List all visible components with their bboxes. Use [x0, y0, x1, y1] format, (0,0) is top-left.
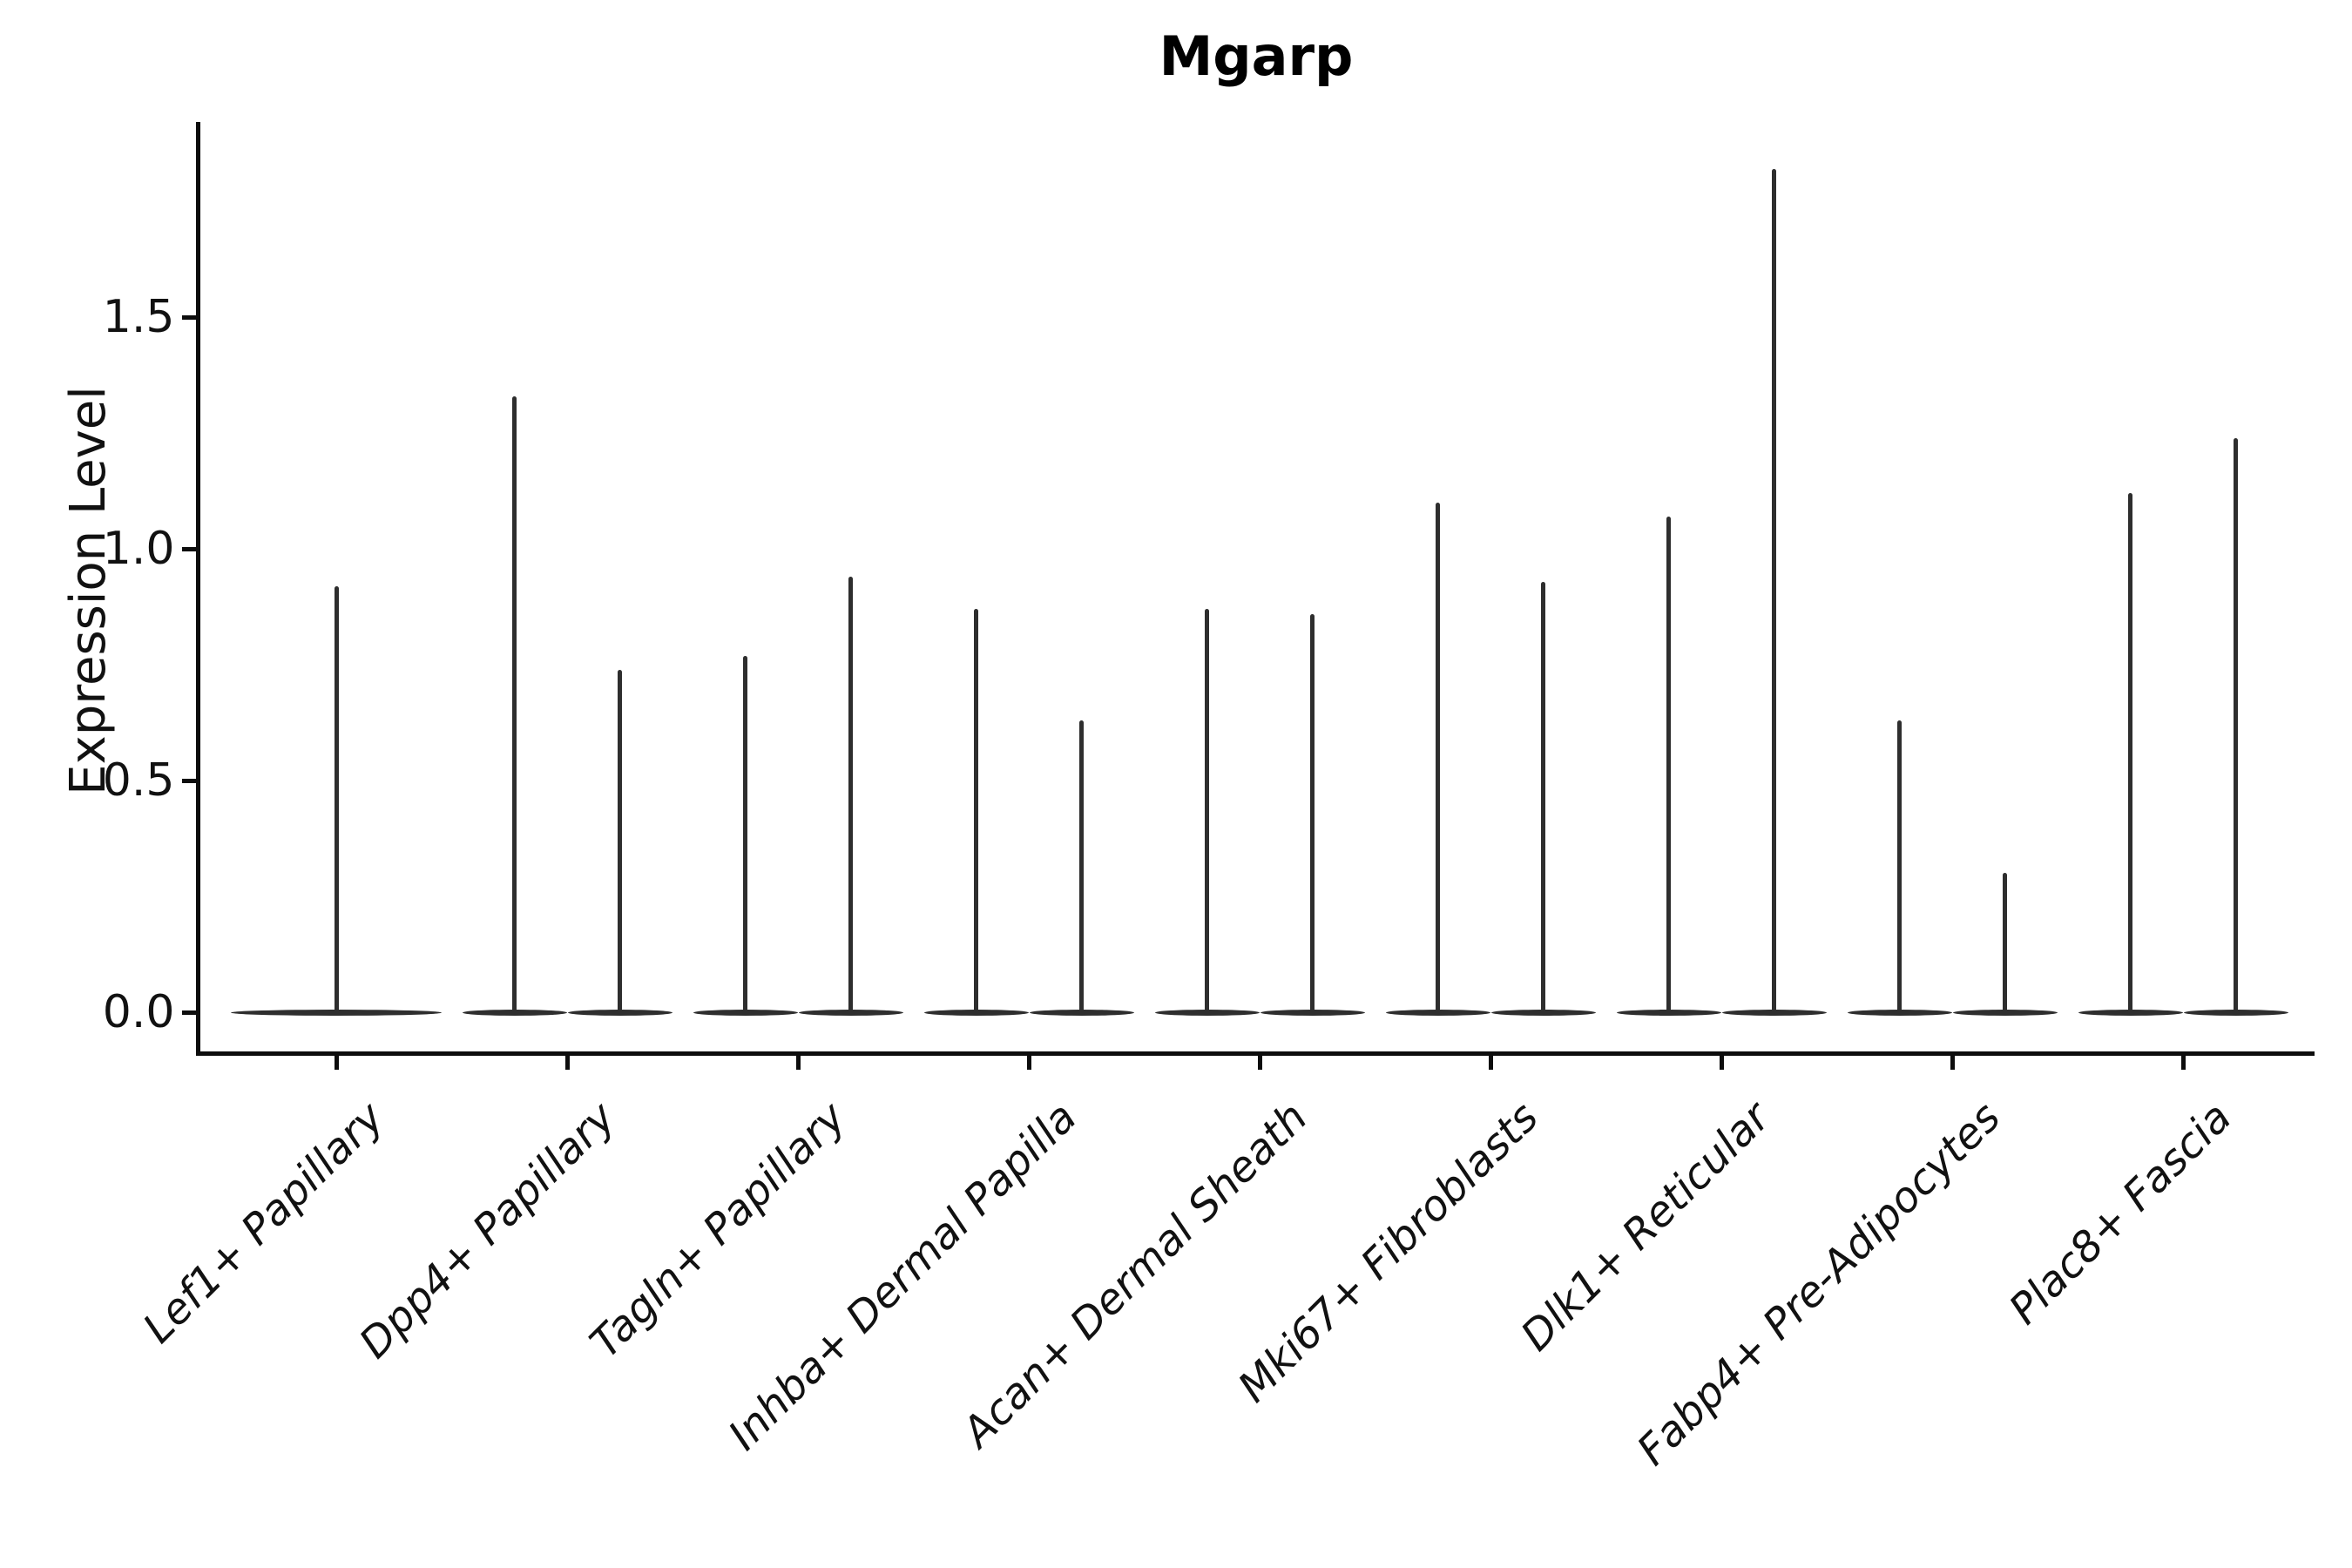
y-tick-label: 0.5 — [102, 754, 175, 808]
x-tick-label: Lef1+ Papillary — [134, 1092, 395, 1353]
violin-spike — [974, 609, 978, 1012]
y-tick-label: 1.5 — [102, 291, 175, 344]
violin-body — [693, 1009, 798, 1016]
x-tick-label: Plac8+ Fascia — [1999, 1092, 2241, 1335]
violin-body — [1154, 1009, 1260, 1016]
violin-spike — [1666, 517, 1671, 1012]
violin-body — [798, 1009, 903, 1016]
x-tick-mark — [1719, 1056, 1724, 1070]
violin-spike — [1310, 613, 1315, 1012]
violin-body — [1385, 1009, 1490, 1016]
violin-body — [1847, 1009, 1952, 1016]
x-tick-mark — [564, 1056, 570, 1070]
x-tick-mark — [2180, 1056, 2186, 1070]
violin-body — [1490, 1009, 1596, 1016]
violin-body — [2183, 1009, 2288, 1016]
x-tick-label: Dpp4+ Papillary — [349, 1092, 625, 1369]
violin-body — [923, 1009, 1029, 1016]
violin-spike — [2234, 437, 2238, 1012]
violin-spike — [334, 585, 339, 1012]
y-tick-label: 1.0 — [102, 523, 175, 576]
x-tick-mark — [1488, 1056, 1493, 1070]
x-tick-label: Tagln+ Papillary — [580, 1092, 856, 1368]
x-axis-spine — [195, 1051, 2315, 1056]
violin-body — [567, 1009, 672, 1016]
violin-spike — [1079, 720, 1084, 1012]
y-tick-label: 0.0 — [102, 986, 175, 1038]
violin-spike — [848, 577, 853, 1012]
violin-body — [1260, 1009, 1365, 1016]
violin-spike — [1541, 581, 1545, 1012]
violin-body — [1952, 1009, 2058, 1016]
violin-spike — [743, 655, 747, 1012]
violin-spike — [1897, 720, 1902, 1012]
violin-body — [1721, 1009, 1827, 1016]
violin-body — [231, 1009, 442, 1016]
chart-title: Mgarp — [1159, 24, 1354, 88]
x-tick-mark — [334, 1056, 339, 1070]
violin-spike — [512, 395, 517, 1012]
violin-body — [1029, 1009, 1134, 1016]
y-tick-mark — [181, 314, 196, 320]
y-tick-mark — [181, 546, 196, 551]
x-tick-label: Dlk1+ Reticular — [1511, 1092, 1780, 1361]
y-tick-mark — [181, 778, 196, 783]
violin-spike — [1772, 169, 1776, 1012]
violin-body — [1616, 1009, 1721, 1016]
violin-spike — [2003, 873, 2007, 1012]
y-axis-spine — [195, 122, 200, 1056]
y-tick-mark — [181, 1010, 196, 1015]
violin-body — [462, 1009, 567, 1016]
violin-spike — [2128, 493, 2132, 1012]
violin-body — [2078, 1009, 2183, 1016]
violin-spike — [1436, 503, 1440, 1012]
x-tick-mark — [1026, 1056, 1031, 1070]
violin-spike — [1205, 609, 1209, 1012]
violin-spike — [618, 669, 622, 1012]
x-tick-mark — [1950, 1056, 1955, 1070]
x-tick-mark — [795, 1056, 801, 1070]
x-tick-mark — [1257, 1056, 1262, 1070]
